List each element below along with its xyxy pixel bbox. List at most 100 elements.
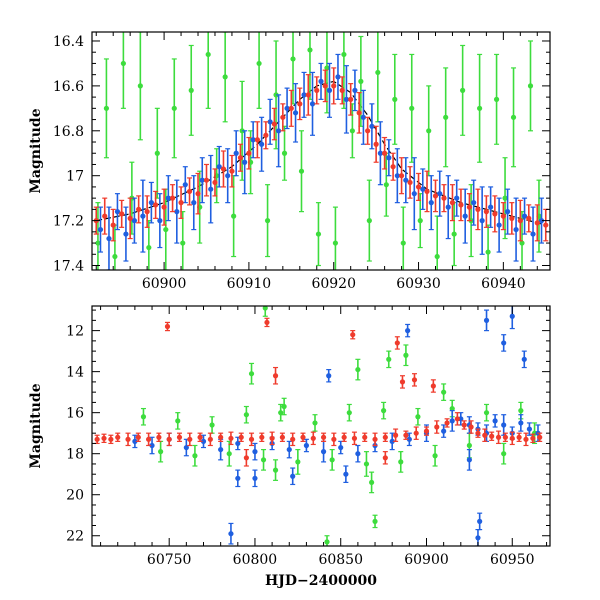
bottom-x-tick-label: 60900 xyxy=(404,552,449,568)
top-green-point xyxy=(239,128,245,134)
bottom-green-point xyxy=(398,459,404,465)
bottom-y-tick-label: 16 xyxy=(66,406,84,422)
bottom-red-point xyxy=(259,434,265,440)
top-red-point xyxy=(441,195,447,201)
top-red-point xyxy=(220,166,227,172)
top-red-point xyxy=(322,83,328,89)
top-red-point xyxy=(212,179,218,186)
bottom-blue-point xyxy=(228,531,234,537)
bottom-red-point xyxy=(320,434,327,440)
top-y-tick-label: 17.4 xyxy=(53,259,84,275)
top-blue-point xyxy=(360,114,367,120)
top-green-point xyxy=(409,105,415,111)
top-green-point xyxy=(460,87,466,93)
top-blue-point xyxy=(131,218,138,224)
bottom-red-point xyxy=(482,432,488,438)
bottom-blue-point xyxy=(509,313,515,319)
top-blue-point xyxy=(538,218,545,224)
bottom-blue-point xyxy=(441,428,447,434)
top-red-point xyxy=(127,215,133,221)
bottom-blue-point xyxy=(183,444,189,451)
bottom-green-point xyxy=(432,453,438,459)
bottom-red-point xyxy=(523,436,529,442)
bottom-red-point xyxy=(228,435,234,441)
top-red-point xyxy=(543,222,549,228)
bottom-axis-ticks: 60750 60800 60850 60900 60950 12 14 16 18 20 22 xyxy=(66,306,550,568)
top-red-point xyxy=(153,202,159,208)
top-red-point xyxy=(500,213,506,219)
top-blue-point xyxy=(140,213,146,219)
bottom-red-point xyxy=(310,435,316,441)
bottom-y-tick-label: 20 xyxy=(66,488,84,504)
top-green-point xyxy=(341,51,347,58)
bottom-x-tick-label: 60850 xyxy=(318,552,363,568)
bottom-red-point xyxy=(341,434,347,440)
top-green-point xyxy=(154,150,160,156)
top-green-point xyxy=(426,128,432,134)
bottom-series-blue xyxy=(132,306,541,546)
bottom-red-point xyxy=(413,430,419,436)
top-blue-point xyxy=(275,128,282,134)
bottom-green-point xyxy=(381,408,387,414)
top-green-point xyxy=(324,65,330,71)
top-green-point xyxy=(298,168,305,174)
bottom-blue-point xyxy=(518,420,524,426)
top-red-point xyxy=(271,121,277,127)
top-blue-point xyxy=(437,191,443,197)
top-blue-point xyxy=(454,195,460,201)
bottom-red-point xyxy=(176,434,183,440)
top-green-point xyxy=(290,56,296,62)
bottom-red-point xyxy=(382,434,388,440)
bottom-green-point xyxy=(262,306,268,311)
bottom-blue-point xyxy=(252,449,258,455)
top-blue-point xyxy=(242,159,248,165)
top-panel: 60900 60910 60920 60930 60940 16.4 16.6 16.8 17 1… xyxy=(28,31,551,292)
bottom-blue-point xyxy=(320,449,327,455)
bottom-green-point xyxy=(226,451,232,457)
bottom-blue-point xyxy=(235,440,241,447)
bottom-panel-frame xyxy=(91,305,551,547)
top-green-point xyxy=(163,226,169,233)
bottom-green-point xyxy=(260,457,267,463)
bottom-blue-point xyxy=(252,475,258,481)
bottom-blue-point xyxy=(389,438,395,444)
top-y-axis-label: Magnitude xyxy=(28,108,44,193)
top-blue-point xyxy=(369,123,375,129)
top-green-point xyxy=(375,69,381,76)
top-red-point xyxy=(365,128,371,134)
bottom-blue-point xyxy=(286,446,292,453)
bottom-red-point xyxy=(454,416,460,422)
top-blue-point xyxy=(488,204,494,210)
top-blue-point xyxy=(106,235,112,242)
top-blue-point xyxy=(284,105,290,111)
top-green-point xyxy=(443,114,449,120)
top-red-point xyxy=(169,195,176,201)
top-red-point xyxy=(517,218,523,224)
top-green-point xyxy=(112,253,118,260)
top-blue-point xyxy=(259,141,265,147)
top-blue-point xyxy=(301,92,307,98)
top-red-point xyxy=(475,206,481,212)
bottom-green-point xyxy=(501,451,507,457)
top-blue-point xyxy=(191,200,197,206)
top-green-point xyxy=(477,105,483,111)
bottom-red-point xyxy=(372,436,378,442)
bottom-panel: 60750 60800 60850 60900 60950 12 14 16 18 20 22 Ma… xyxy=(28,305,551,589)
bottom-red-point xyxy=(101,435,107,441)
bottom-blue-point xyxy=(149,442,155,449)
top-series-blue xyxy=(97,53,545,270)
top-blue-point xyxy=(386,155,392,161)
bottom-y-tick-label: 12 xyxy=(66,324,84,340)
top-blue-point xyxy=(208,186,214,192)
top-blue-point xyxy=(343,96,350,102)
bottom-green-point xyxy=(483,410,490,416)
bottom-green-point xyxy=(243,412,249,418)
top-blue-point xyxy=(530,231,536,237)
bottom-red-point xyxy=(362,434,368,440)
bottom-red-point xyxy=(475,430,481,436)
bottom-blue-point xyxy=(501,340,507,346)
bottom-red-point xyxy=(115,434,121,440)
top-red-point xyxy=(263,132,269,138)
top-red-point xyxy=(526,215,532,221)
